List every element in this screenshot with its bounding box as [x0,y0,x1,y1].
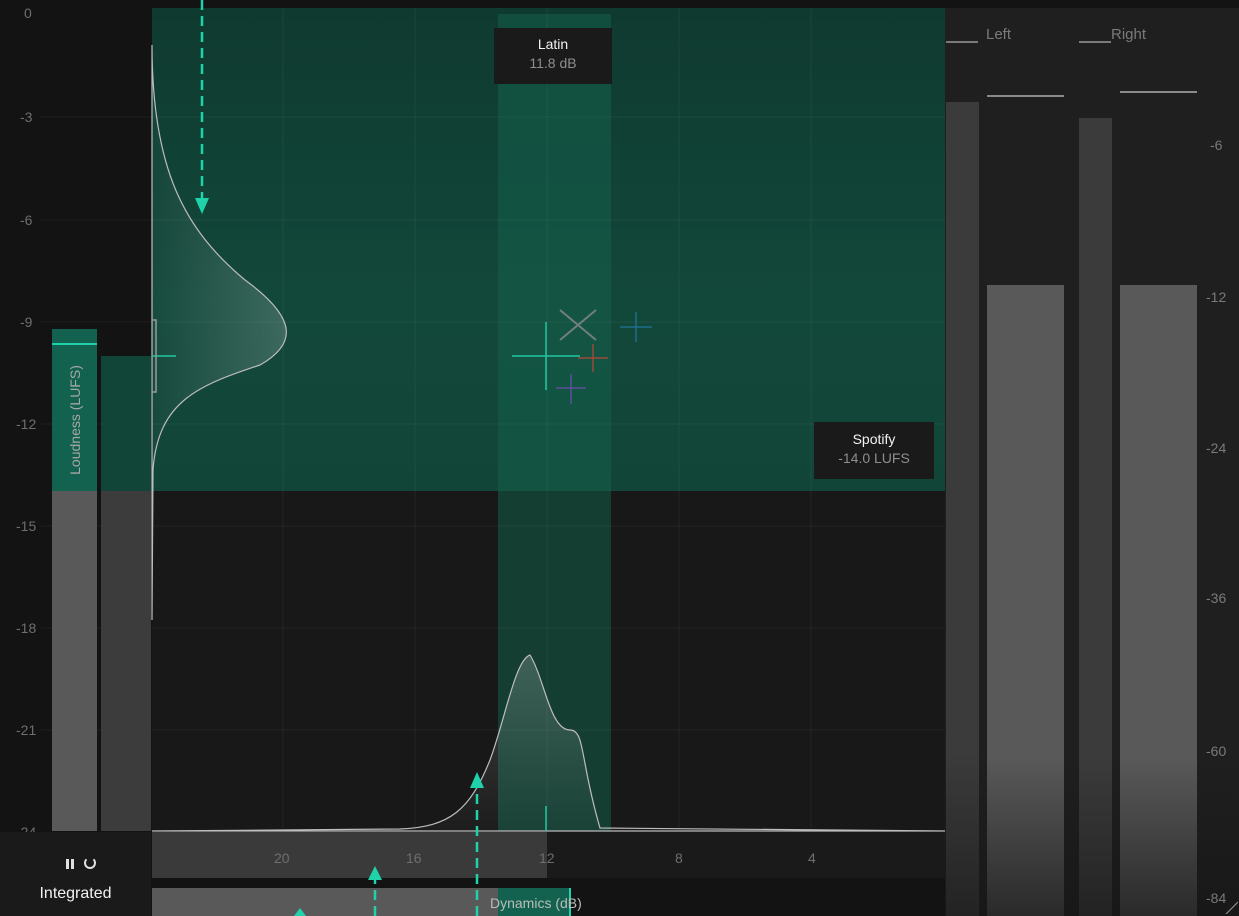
meter-tick: -60 [1206,743,1227,759]
meter-tick: -24 [1206,440,1227,456]
dynamics-tick: 20 [274,850,290,866]
loudness-tick: -21 [16,722,37,738]
genre-target-tooltip: Latin 11.8 dB [494,28,612,84]
integrated-bar-marker [52,343,97,345]
genre-name: Latin [537,36,569,52]
loudness-tick: -9 [20,314,33,330]
left-channel-label: Left [986,26,1012,43]
dynamics-axis-title: Dynamics (dB) [490,895,582,911]
loudness-tick: 0 [24,5,32,21]
meter-tick: -84 [1206,890,1227,906]
dynamics-range-bar [152,888,498,916]
dynamics-range-marker [569,888,571,916]
right-channel-legend: Right [1079,26,1147,44]
left-channel-legend: Left [946,26,1012,44]
mode-label[interactable]: Integrated [39,885,112,902]
loudness-tick: -18 [16,620,37,636]
loudness-tick: -6 [20,212,33,228]
dynamics-tick: 12 [539,850,555,866]
right-peak-bar [1079,118,1112,916]
integrated-bar [52,491,97,831]
meter-tick: -36 [1206,590,1227,606]
dynamics-tick: 16 [406,850,422,866]
reset-icon[interactable] [84,857,96,869]
dynamics-tick: 4 [808,850,816,866]
dynamics-axis-strip [152,832,547,878]
left-peak-bar [946,102,979,916]
dynamics-tick: 8 [675,850,683,866]
platform-name: Spotify [852,431,896,447]
right-channel-label: Right [1111,26,1147,43]
resize-grip-icon[interactable] [1224,900,1238,914]
dynamics-range-zone [498,888,571,916]
right-peak-hold [1120,91,1197,93]
platform-value: -14.0 LUFS [838,450,910,466]
shortterm-bar [101,491,151,831]
dynamics-distribution-area [151,654,946,832]
platform-target-tooltip: Spotify -14.0 LUFS [814,422,934,479]
dynamics-axis-track [547,832,945,878]
control-panel [0,832,151,916]
right-level-bar [1120,285,1197,916]
meter-tick: -12 [1206,289,1227,305]
integrated-bar-zone [52,329,97,491]
loudness-tick: -15 [16,518,37,534]
meter-tick: -6 [1210,137,1223,153]
loudness-distribution-area [151,44,287,621]
left-level-bar [987,285,1064,916]
shortterm-bar-zone [101,356,151,491]
pause-icon[interactable] [66,859,76,870]
genre-value: 11.8 dB [529,55,577,71]
loudness-tick: -3 [20,109,33,125]
loudness-tick: -12 [16,416,37,432]
left-peak-hold [987,95,1064,97]
